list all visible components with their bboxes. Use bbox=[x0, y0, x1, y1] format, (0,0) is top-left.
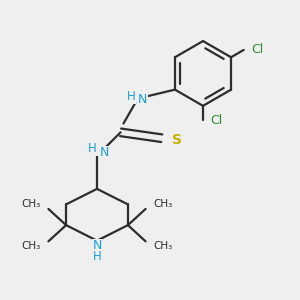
Text: S: S bbox=[172, 133, 182, 147]
Text: N: N bbox=[138, 93, 147, 106]
Text: CH₃: CH₃ bbox=[22, 199, 41, 209]
Text: N: N bbox=[92, 239, 102, 253]
Text: H: H bbox=[93, 250, 101, 263]
Text: CH₃: CH₃ bbox=[22, 241, 41, 251]
Text: H: H bbox=[88, 142, 97, 155]
Text: N: N bbox=[100, 146, 109, 159]
Text: Cl: Cl bbox=[251, 44, 263, 56]
Text: Cl: Cl bbox=[210, 114, 222, 127]
Text: H: H bbox=[127, 91, 135, 103]
Text: CH₃: CH₃ bbox=[153, 199, 172, 209]
Text: CH₃: CH₃ bbox=[153, 241, 172, 251]
